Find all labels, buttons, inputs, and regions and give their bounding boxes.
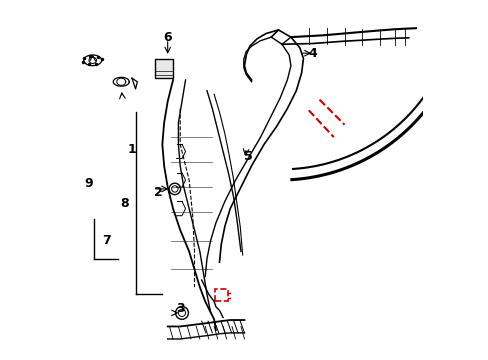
- Text: 6: 6: [163, 31, 172, 44]
- Text: 3: 3: [176, 302, 184, 315]
- Text: 2: 2: [154, 186, 163, 199]
- Text: 9: 9: [84, 177, 93, 190]
- Bar: [215, 289, 228, 301]
- FancyBboxPatch shape: [155, 59, 173, 78]
- Text: 1: 1: [127, 143, 136, 156]
- Text: 4: 4: [307, 47, 316, 60]
- Text: 8: 8: [120, 197, 129, 210]
- Text: 7: 7: [102, 234, 111, 247]
- Text: 5: 5: [243, 150, 252, 163]
